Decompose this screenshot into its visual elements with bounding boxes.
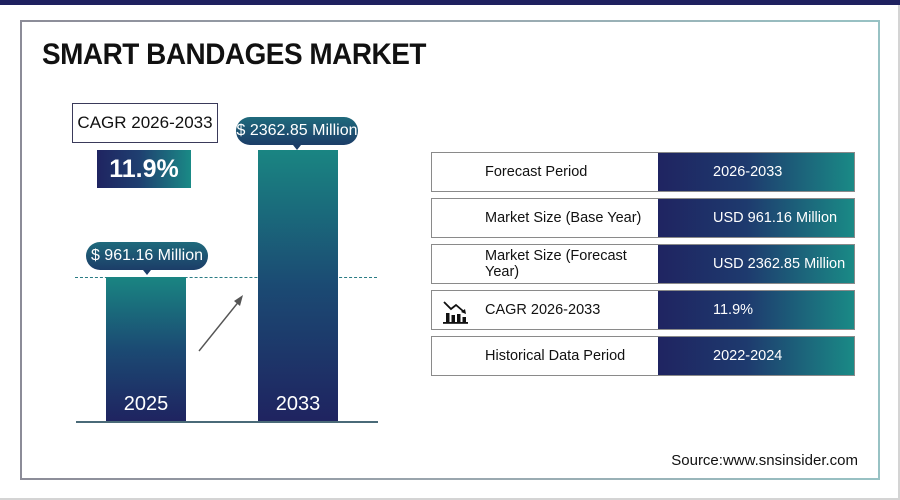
row-label: CAGR 2026-2033 [485, 302, 601, 318]
row-label: Market Size (Base Year) [485, 210, 642, 226]
growth-arrow-icon [198, 295, 243, 352]
row-label: Forecast Period [485, 164, 588, 180]
reference-dashed-line [75, 277, 377, 278]
cagr-value: 11.9% [97, 150, 191, 188]
bar-chart-trend-icon [443, 301, 468, 324]
row-label: Market Size (Forecast Year) [485, 248, 627, 280]
bar-year-label: 2025 [123, 393, 169, 415]
chart-baseline [76, 421, 378, 423]
value-bubble-2033: $ 2362.85 Million [236, 117, 358, 150]
top-accent-bar [0, 0, 900, 5]
table-row-forecast-period: Forecast Period 2026-2033 [431, 152, 855, 192]
row-value: USD 2362.85 Million [658, 245, 854, 283]
cagr-label: CAGR 2026-2033 [72, 103, 218, 143]
row-value: 2026-2033 [658, 153, 854, 191]
bottom-edge [0, 498, 900, 500]
row-value: 11.9% [658, 291, 854, 329]
summary-table: Forecast Period 2026-2033 Market Size (B… [431, 152, 855, 382]
table-row-historical-period: Historical Data Period 2022-2024 [431, 336, 855, 376]
source-credit: Source:www.snsinsider.com [671, 452, 858, 469]
table-row-market-size-base: Market Size (Base Year) USD 961.16 Milli… [431, 198, 855, 238]
right-edge [898, 5, 900, 500]
row-value: USD 961.16 Million [658, 199, 854, 237]
bar-year-label: 2033 [275, 393, 321, 415]
row-label: Historical Data Period [485, 348, 626, 364]
page-title: SMART BANDAGES MARKET [42, 38, 426, 71]
value-bubble-2025: $ 961.16 Million [86, 242, 208, 275]
row-value: 2022-2024 [658, 337, 854, 375]
table-row-cagr: CAGR 2026-2033 11.9% [431, 290, 855, 330]
bar-2033: 2033 [258, 150, 338, 422]
table-row-market-size-forecast: Market Size (Forecast Year) USD 2362.85 … [431, 244, 855, 284]
bar-2025: 2025 [106, 277, 186, 422]
